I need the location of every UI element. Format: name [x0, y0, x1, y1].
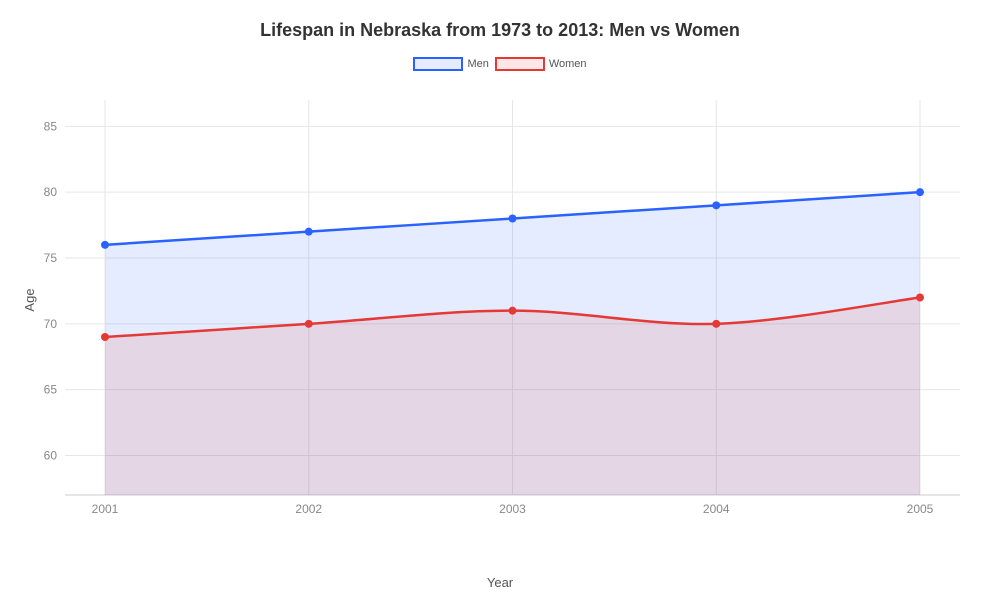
svg-text:2004: 2004 — [703, 502, 730, 516]
svg-text:2001: 2001 — [92, 502, 119, 516]
svg-text:85: 85 — [44, 119, 58, 133]
svg-text:2005: 2005 — [907, 502, 934, 516]
plot-area: 60657075808520012002200320042005 — [65, 100, 960, 525]
legend-label-women: Women — [549, 58, 587, 70]
plot-svg: 60657075808520012002200320042005 — [65, 100, 960, 525]
legend: Men Women — [0, 57, 1000, 71]
svg-text:60: 60 — [44, 449, 58, 463]
legend-item-men[interactable]: Men — [413, 57, 488, 71]
svg-text:65: 65 — [44, 383, 58, 397]
x-axis-label: Year — [487, 575, 513, 590]
svg-text:2002: 2002 — [295, 502, 322, 516]
y-axis-label: Age — [22, 288, 37, 311]
legend-swatch-women — [495, 57, 545, 71]
svg-text:70: 70 — [44, 317, 58, 331]
legend-swatch-men — [413, 57, 463, 71]
chart-container: Lifespan in Nebraska from 1973 to 2013: … — [0, 0, 1000, 600]
svg-text:2003: 2003 — [499, 502, 526, 516]
legend-label-men: Men — [467, 58, 488, 70]
svg-text:75: 75 — [44, 251, 58, 265]
svg-text:80: 80 — [44, 185, 58, 199]
chart-title: Lifespan in Nebraska from 1973 to 2013: … — [0, 0, 1000, 41]
legend-item-women[interactable]: Women — [495, 57, 587, 71]
